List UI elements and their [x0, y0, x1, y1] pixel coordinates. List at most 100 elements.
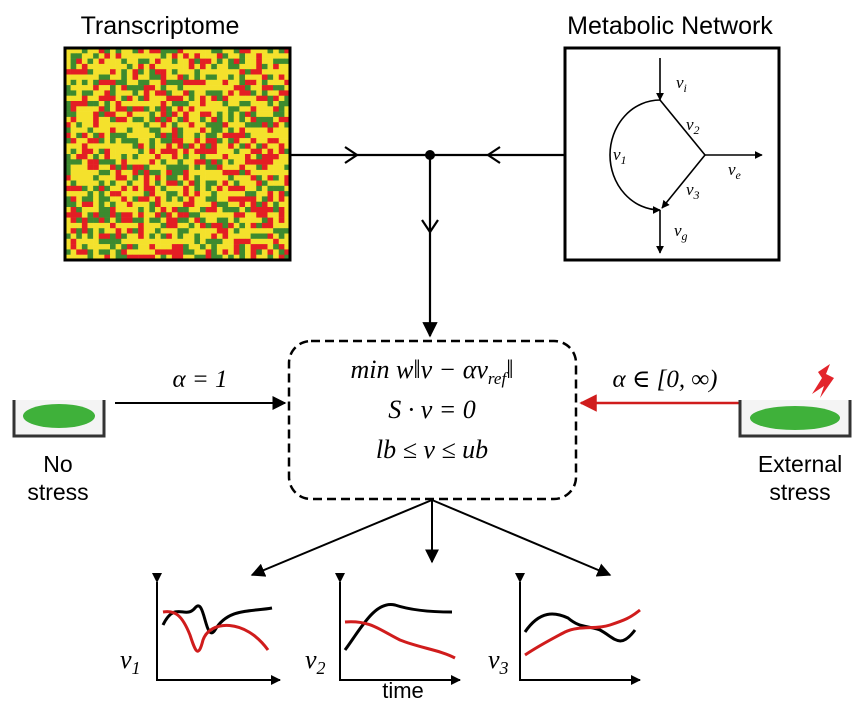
heatmap-cell [189, 149, 195, 155]
heatmap-cell [82, 149, 88, 155]
heatmap-cell [178, 85, 184, 91]
heatmap-cell [76, 196, 82, 202]
heatmap-cell [161, 170, 167, 176]
heatmap-cell [82, 165, 88, 171]
heatmap-cell [166, 202, 172, 208]
heatmap-cell [273, 75, 279, 81]
heatmap-cell [256, 101, 262, 107]
heatmap-cell [262, 170, 268, 176]
heatmap-cell [104, 80, 110, 86]
heatmap-cell [138, 175, 144, 181]
heatmap-cell [245, 85, 251, 91]
heatmap-cell [121, 117, 127, 123]
heatmap-cell [200, 149, 206, 155]
heatmap-cell [172, 228, 178, 234]
heatmap-cell [76, 218, 82, 224]
heatmap-cell [144, 228, 150, 234]
heatmap-cell [116, 133, 122, 139]
heatmap-cell [211, 186, 217, 192]
heatmap-cell [279, 159, 285, 165]
heatmap-cell [99, 170, 105, 176]
heatmap-cell [183, 181, 189, 187]
heatmap-cell [239, 239, 245, 245]
heatmap-cell [273, 175, 279, 181]
heatmap-cell [239, 165, 245, 171]
heatmap-cell [127, 154, 133, 160]
heatmap-cell [239, 234, 245, 240]
heatmap-cell [268, 181, 274, 187]
heatmap-cell [166, 218, 172, 224]
heatmap-cell [200, 181, 206, 187]
heatmap-cell [110, 191, 116, 197]
heatmap-cell [273, 170, 279, 176]
heatmap-cell [71, 154, 77, 160]
heatmap-cell [172, 223, 178, 229]
heatmap-cell [194, 69, 200, 75]
heatmap-cell [76, 239, 82, 245]
heatmap-cell [183, 244, 189, 250]
heatmap-cell [251, 239, 257, 245]
heatmap-cell [71, 112, 77, 118]
heatmap-cell [155, 244, 161, 250]
heatmap-cell [228, 170, 234, 176]
heatmap-cell [206, 101, 212, 107]
heatmap-cell [110, 244, 116, 250]
heatmap-cell [82, 101, 88, 107]
heatmap-cell [116, 64, 122, 70]
heatmap-cell [262, 244, 268, 250]
heatmap-cell [251, 165, 257, 171]
heatmap-cell [116, 181, 122, 187]
heatmap-cell [149, 228, 155, 234]
heatmap-cell [228, 90, 234, 96]
heatmap-cell [228, 202, 234, 208]
heatmap-cell [99, 154, 105, 160]
heatmap-cell [166, 138, 172, 144]
heatmap-cell [172, 159, 178, 165]
heatmap-cell [172, 122, 178, 128]
heatmap-cell [223, 64, 229, 70]
heatmap-cell [116, 128, 122, 134]
heatmap-cell [172, 218, 178, 224]
heatmap-cell [217, 80, 223, 86]
heatmap-cell [211, 133, 217, 139]
heatmap-cell [104, 170, 110, 176]
heatmap-cell [121, 234, 127, 240]
heatmap-cell [183, 207, 189, 213]
heatmap-cell [268, 207, 274, 213]
heatmap-cell [223, 175, 229, 181]
heatmap-cell [206, 85, 212, 91]
heatmap-cell [110, 223, 116, 229]
heatmap-cell [138, 191, 144, 197]
heatmap-cell [155, 53, 161, 59]
heatmap-cell [155, 122, 161, 128]
heatmap-cell [183, 69, 189, 75]
heatmap-cell [93, 112, 99, 118]
heatmap-cell [82, 117, 88, 123]
heatmap-cell [189, 249, 195, 255]
heatmap-cell [144, 143, 150, 149]
heatmap-cell [99, 75, 105, 81]
heatmap-cell [211, 75, 217, 81]
heatmap-cell [206, 228, 212, 234]
heatmap-cell [93, 244, 99, 250]
heatmap-cell [251, 207, 257, 213]
heatmap-cell [116, 218, 122, 224]
heatmap-cell [239, 53, 245, 59]
transcriptome-title: Transcriptome [81, 12, 240, 40]
heatmap-cell [127, 133, 133, 139]
heatmap-cell [223, 59, 229, 65]
heatmap-cell [110, 154, 116, 160]
heatmap-cell [149, 138, 155, 144]
heatmap-cell [99, 149, 105, 155]
heatmap-cell [262, 90, 268, 96]
heatmap-cell [234, 90, 240, 96]
heatmap-cell [99, 218, 105, 224]
equation: lb ≤ v ≤ ub [376, 435, 488, 464]
heatmap-cell [200, 133, 206, 139]
heatmap-cell [217, 128, 223, 134]
heatmap-cell [223, 159, 229, 165]
heatmap-cell [251, 191, 257, 197]
heatmap-cell [93, 154, 99, 160]
heatmap-cell [239, 69, 245, 75]
heatmap-cell [99, 69, 105, 75]
